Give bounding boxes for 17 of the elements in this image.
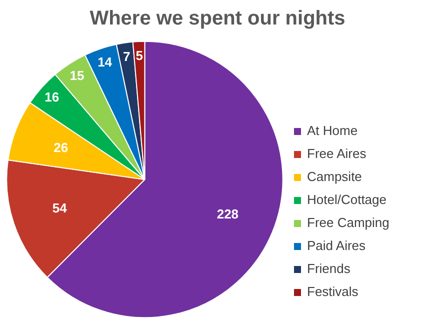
legend-label: Free Aires (307, 146, 366, 161)
legend-label: Free Camping (307, 215, 390, 230)
data-label: 15 (70, 68, 84, 83)
data-label: 16 (44, 89, 60, 104)
legend-label: Paid Aires (307, 238, 366, 253)
data-label: 54 (52, 200, 68, 216)
data-label: 14 (98, 54, 113, 70)
data-label: 26 (54, 140, 68, 155)
legend-label: Festivals (307, 284, 358, 299)
data-label: 7 (122, 49, 130, 64)
chart-title: Where we spent our nights (90, 8, 346, 30)
legend-label: Campsite (307, 169, 362, 184)
data-label: 5 (136, 48, 143, 63)
legend-label: Hotel/Cottage (307, 192, 386, 207)
legend-label: Friends (307, 261, 350, 276)
data-label: 228 (216, 206, 239, 222)
legend-label: At Home (307, 123, 358, 138)
